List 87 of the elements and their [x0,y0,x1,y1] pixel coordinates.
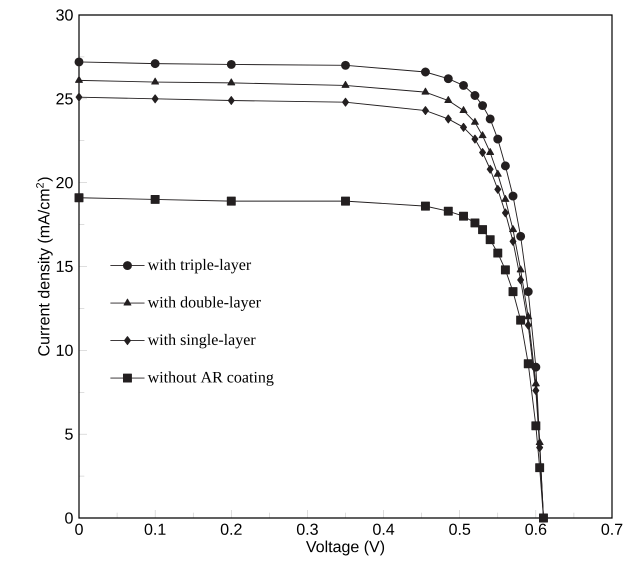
point [478,225,488,234]
point [486,114,495,124]
legend-label: without AR coating [148,371,274,386]
point [342,98,349,107]
point [524,312,532,320]
point [75,76,83,83]
y-axis-title: Current density (mA/cm$^{2}$) [36,178,53,356]
point [524,287,533,296]
point [152,94,159,104]
y-tick-label: 0 [65,512,73,524]
legend-label: with single-layer [148,334,256,348]
y-tick-label: 25 [56,93,73,104]
x-axis-title: Voltage (V) [306,540,384,556]
point [420,202,430,211]
point [460,106,468,114]
point [422,88,430,95]
x-tick-label: 0 [75,524,83,535]
point [486,164,494,174]
x-tick-label: 0.1 [144,524,166,535]
x-tick-label: 0.3 [296,524,318,535]
point [444,96,452,103]
x-tick-label: 0.7 [602,524,622,535]
point [517,275,524,284]
point [486,235,495,244]
point [478,101,488,110]
point [444,206,453,216]
point [486,148,494,155]
y-tick-label: 20 [56,177,73,188]
point [226,60,236,69]
point [508,192,518,201]
point [470,218,480,228]
point [471,118,479,125]
legend-label: with double-layer [148,296,261,311]
point [341,60,350,70]
point [228,96,235,105]
point [150,59,160,68]
x-tick-label: 0.5 [449,524,470,535]
point [536,438,544,446]
point [342,80,350,88]
point [509,225,517,232]
point [151,78,160,85]
y-tick-label: 10 [56,344,73,356]
point [226,196,236,206]
point [531,362,540,372]
point [493,134,502,144]
point [532,386,540,396]
point [524,359,533,368]
y-tick-label: 30 [56,9,73,21]
x-tick-label: 0.2 [220,524,242,535]
x-tick-label: 0.4 [373,524,394,535]
point [516,316,526,325]
point [494,184,502,194]
y-tick-label: 5 [65,428,73,440]
point [508,287,518,296]
point [493,248,502,258]
point [420,68,430,76]
point [502,208,509,218]
point [494,170,502,177]
point [510,236,516,246]
point [516,232,526,241]
legend-label: with triple-layer [148,258,252,274]
point [227,78,236,86]
point [74,193,84,202]
point [444,114,452,124]
point [531,421,540,430]
point [470,91,480,100]
point [74,57,84,66]
point [524,320,532,330]
x-tick-label: 0.6 [525,524,546,535]
point [516,265,525,272]
y-tick-label: 15 [56,260,73,272]
point [459,80,468,90]
point [500,265,510,274]
point [76,92,82,102]
point [501,194,510,202]
point [459,212,468,221]
point [532,379,540,386]
point [471,134,478,144]
point [500,161,510,170]
point [479,148,486,157]
point [478,131,486,138]
point [422,106,429,116]
point [444,74,453,84]
point [460,122,467,132]
point [535,463,544,472]
point [150,194,160,204]
point [341,196,350,206]
